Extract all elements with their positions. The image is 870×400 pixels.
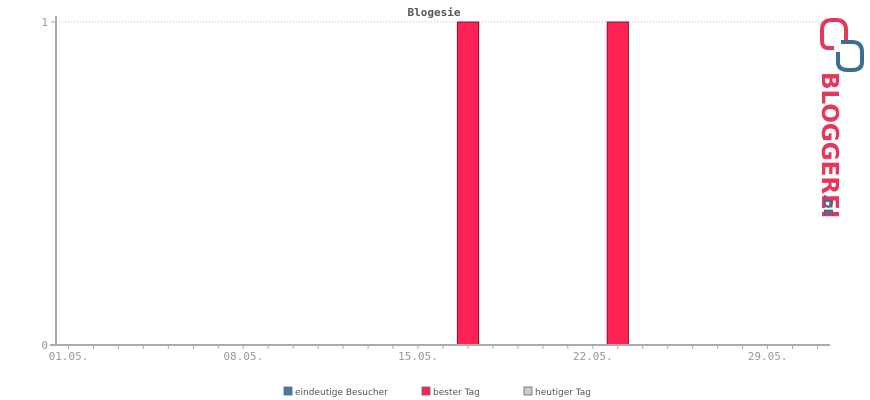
x-tick-label: 29.05. [748,350,788,363]
chart-title: Blogesie [408,6,461,19]
y-tick-labels: 01 [41,16,48,352]
axes [50,16,830,349]
logo-suffix: .DE [821,194,835,217]
legend-swatch [283,386,293,396]
y-tick-label: 0 [41,339,48,352]
bars [456,21,629,346]
x-tick-label: 01.05. [49,350,89,363]
legend-swatch [523,386,533,396]
legend-label: eindeutige Besucher [295,388,388,398]
bar-bester-tag-0 [456,21,480,346]
legend-label: heutiger Tag [535,388,591,398]
bloggerei-logo: BLOGGEREI .DE [816,18,864,218]
x-tick-label: 22.05. [573,350,613,363]
legend-swatch [421,386,431,396]
legend: eindeutige Besucher bester Tag heutiger Ta… [283,386,591,398]
x-tick-label: 08.05. [223,350,263,363]
legend-item: bester Tag [421,386,480,398]
legend-item: eindeutige Besucher [283,386,388,398]
y-tick-label: 1 [41,16,48,29]
logo-mark-icon [820,18,864,72]
x-tick-label: 15.05. [398,350,438,363]
legend-item: heutiger Tag [523,386,591,398]
logo-text: BLOGGEREI [816,72,842,218]
bar-bester-tag-1 [606,21,629,346]
x-tick-labels: 01.05. 08.05. 15.05. 22.05. 29.05. [49,350,788,363]
legend-label: bester Tag [433,388,480,398]
